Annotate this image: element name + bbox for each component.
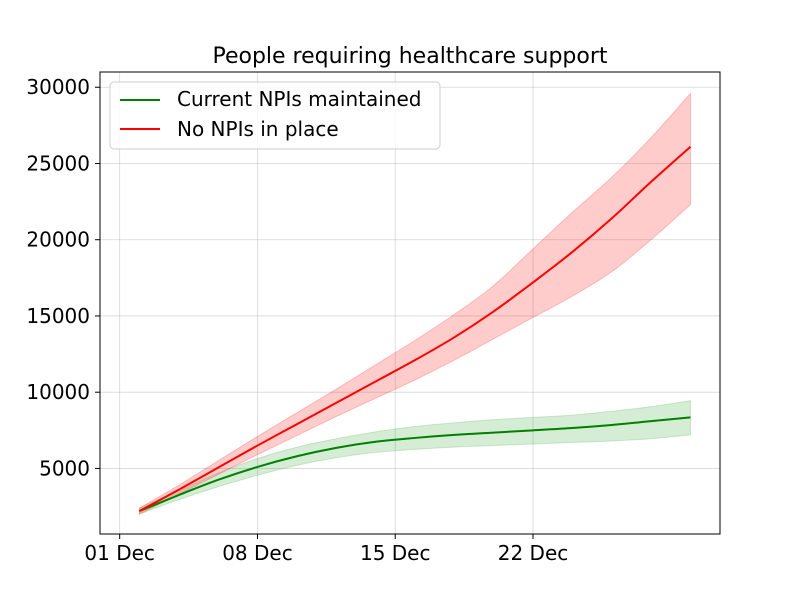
legend-box [109,81,441,150]
line-series-1 [138,145,692,513]
y-tick-label: 20000 [26,228,90,252]
x-tick-label: 15 Dec [360,541,431,565]
confidence-bands [138,92,691,515]
series-lines [138,145,692,513]
chart-title: People requiring healthcare support [212,44,607,69]
band-series-0 [138,399,691,515]
x-tick-label: 08 Dec [222,541,293,565]
y-tick-label: 10000 [26,380,90,404]
y-tick-label: 25000 [26,151,90,175]
y-tick-label: 5000 [39,456,90,480]
legend-label-no-npis: No NPIs in place [177,117,339,141]
y-axis: 5000 10000 15000 20000 25000 30000 [26,75,100,480]
plot-frame [99,71,721,535]
x-tick-label: 22 Dec [498,541,569,565]
x-axis: 01 Dec 08 Dec 15 Dec 22 Dec [84,534,568,565]
line-series-0 [138,416,691,513]
x-tick-label: 01 Dec [84,541,155,565]
y-tick-label: 15000 [26,304,90,328]
y-tick-label: 30000 [26,75,90,99]
band-series-1 [138,92,691,515]
legend-label-current-npis: Current NPIs maintained [177,87,421,111]
legend: Current NPIs maintained No NPIs in place [109,81,441,150]
